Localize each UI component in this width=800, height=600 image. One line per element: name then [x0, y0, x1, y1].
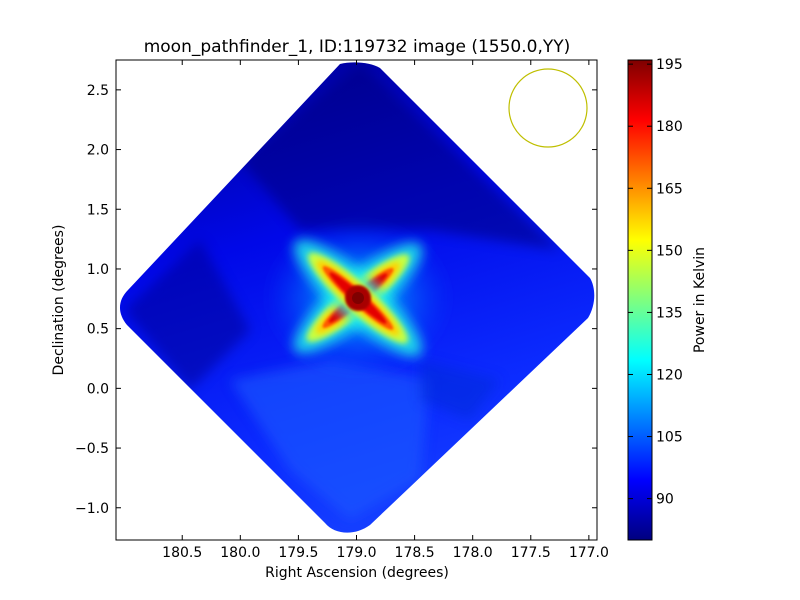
y-tick-label: 2.5 — [87, 83, 109, 99]
colorbar-ticks: 90 105 120 135 150 165 180 195 — [628, 57, 683, 508]
colorbar — [627, 59, 653, 541]
y-axis-label: Declination (degrees) — [51, 225, 67, 376]
colorbar-tick-label: 105 — [656, 430, 683, 446]
colorbar-label: Power in Kelvin — [692, 247, 708, 353]
y-tick-label: 0.5 — [87, 322, 109, 338]
x-tick-label: 177.0 — [569, 545, 609, 561]
y-tick-label: 1.5 — [87, 202, 109, 218]
x-axis-label: Right Ascension (degrees) — [265, 565, 449, 581]
colorbar-tick-label: 135 — [656, 305, 683, 321]
beam-circle — [508, 68, 588, 148]
colorbar-tick-label: 195 — [656, 57, 683, 73]
y-tick-label: 0.0 — [87, 381, 109, 397]
x-tick-label: 178.0 — [453, 545, 493, 561]
colorbar-tick-label: 165 — [656, 181, 683, 197]
x-tick-label: 179.0 — [336, 545, 376, 561]
chart-title: moon_pathfinder_1, ID:119732 image (1550… — [144, 37, 571, 57]
y-tick-label: 2.0 — [87, 143, 109, 159]
x-axis-ticks: 180.5 180.0 179.5 179.0 178.5 178.0 177.5 177.0 — [162, 60, 609, 561]
x-tick-label: 178.5 — [395, 545, 435, 561]
colorbar-tick-label: 90 — [656, 492, 674, 508]
heatmap-image — [119, 62, 595, 533]
colorbar-tick-label: 180 — [656, 119, 683, 135]
colorbar-tick-label: 120 — [656, 367, 683, 383]
x-tick-label: 180.0 — [220, 545, 260, 561]
y-tick-label: 1.0 — [87, 262, 109, 278]
colorbar-tick-label: 150 — [656, 243, 683, 259]
y-tick-label: −1.0 — [75, 501, 109, 517]
x-tick-label: 180.5 — [162, 545, 202, 561]
y-tick-label: −0.5 — [75, 441, 109, 457]
x-tick-label: 179.5 — [278, 545, 318, 561]
x-tick-label: 177.5 — [511, 545, 551, 561]
y-axis-ticks: −1.0 −0.5 0.0 0.5 1.0 1.5 2.0 2.5 — [75, 83, 597, 517]
